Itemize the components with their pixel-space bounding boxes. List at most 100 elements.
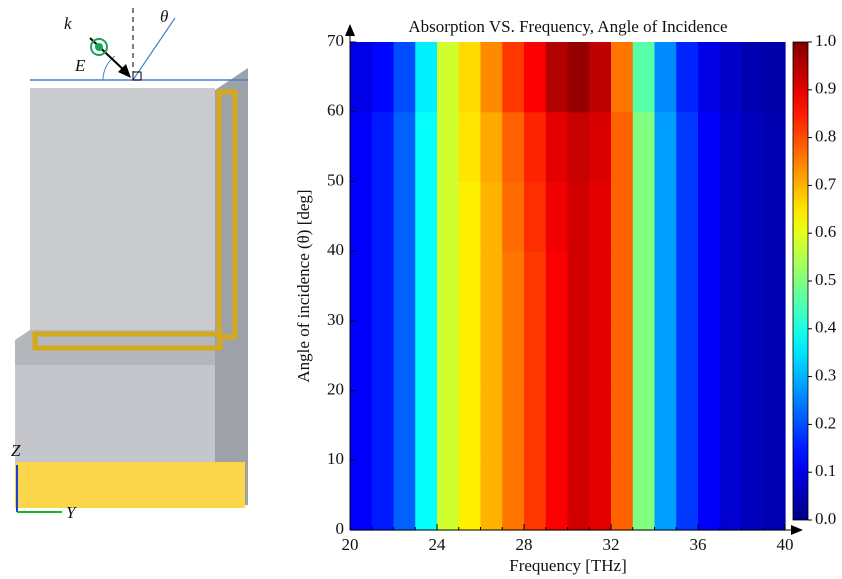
heat-cell [546,251,568,321]
colorbar-tick-label: 0.5 [815,270,836,289]
heat-cell [372,391,394,461]
x-tick-label: 28 [516,535,533,554]
heat-cell [763,321,785,391]
heat-cell [502,251,524,321]
heat-cell [698,112,720,182]
y-tick-label: 70 [327,31,344,50]
heat-cell [372,251,394,321]
heat-cell [611,181,633,251]
heat-cell [524,42,546,112]
heat-cell [481,391,503,461]
e-field-dot [95,43,103,51]
x-tick-label: 24 [429,535,447,554]
heat-cell [589,460,611,530]
heat-cell [459,251,481,321]
heat-cell [698,321,720,391]
heat-cell [589,42,611,112]
heat-cell [415,391,437,461]
heat-cell [350,460,372,530]
figure: k E θ Z Y Absorption VS. Frequency, Angl… [0,0,842,579]
heat-cell [394,112,416,182]
z-label: Z [11,441,21,460]
heat-cell [394,460,416,530]
gold-ground [15,462,245,508]
heat-cell [372,42,394,112]
heat-cell [589,251,611,321]
colorbar-tick-label: 0.6 [815,222,836,241]
substrate [15,365,215,462]
heat-cell [437,181,459,251]
heat-cell [763,251,785,321]
heat-cell [698,391,720,461]
heat-cell [546,391,568,461]
k-arrow [90,38,127,73]
heat-cell [720,112,742,182]
colorbar [793,42,808,520]
heat-cell [350,251,372,321]
colorbar-tick-label: 0.4 [815,318,837,337]
heat-cell [415,251,437,321]
heat-cell [415,42,437,112]
y-tick-label: 10 [327,449,344,468]
heat-cell [655,181,677,251]
x-axis-title: Frequency [THz] [509,556,627,575]
heat-cell [394,181,416,251]
heat-cell [546,460,568,530]
heat-cell [372,460,394,530]
heat-cell [742,181,764,251]
y-axis-arrow [345,24,355,36]
x-tick-label: 40 [777,535,794,554]
heat-cell [437,42,459,112]
heat-cell [524,181,546,251]
heat-cell [415,181,437,251]
heat-cell [546,112,568,182]
heat-cell [633,321,655,391]
heat-cell [524,321,546,391]
y-tick-label: 40 [327,240,344,259]
heat-cell [655,42,677,112]
heat-cell [502,112,524,182]
heat-cell [437,391,459,461]
heat-cell [459,321,481,391]
heat-cell [763,112,785,182]
heat-cell [698,251,720,321]
heat-cell [350,112,372,182]
x-axis-arrow [791,525,803,535]
heat-cell [437,321,459,391]
heat-cell [611,112,633,182]
heat-cell [676,321,698,391]
heat-cell [568,321,590,391]
heat-cell [481,321,503,391]
heat-cell [568,251,590,321]
heat-cell [502,181,524,251]
colorbar-tick-label: 0.1 [815,461,836,480]
heat-cell [502,42,524,112]
heat-cell [350,42,372,112]
heat-cell [633,460,655,530]
heat-cell [633,181,655,251]
heat-cell [589,391,611,461]
heat-cell [524,251,546,321]
heat-cell [676,251,698,321]
y-tick-label: 20 [327,379,344,398]
heat-cell [655,112,677,182]
heat-cell [763,181,785,251]
heat-cell [720,460,742,530]
heat-cell [720,42,742,112]
heat-cell [546,181,568,251]
theta-label: θ [160,7,168,26]
heat-cell [350,181,372,251]
heat-cell [481,251,503,321]
heat-cell [524,460,546,530]
k-label: k [64,14,72,33]
heat-cell [720,321,742,391]
heat-cell [742,391,764,461]
y-tick-label: 50 [327,170,344,189]
heat-cell [720,181,742,251]
heat-cell [459,391,481,461]
heat-cell [394,391,416,461]
y-tick-label: 0 [336,519,345,538]
heat-cell [676,460,698,530]
heat-cell [350,391,372,461]
heat-cell [698,460,720,530]
